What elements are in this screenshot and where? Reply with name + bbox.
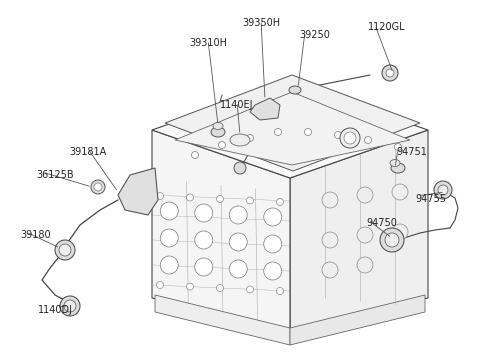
Polygon shape — [155, 295, 290, 345]
Text: 94751: 94751 — [396, 147, 427, 157]
Ellipse shape — [391, 163, 405, 173]
Circle shape — [64, 300, 76, 312]
Circle shape — [195, 231, 213, 249]
Circle shape — [264, 208, 282, 226]
Circle shape — [276, 199, 284, 205]
Circle shape — [229, 233, 247, 251]
Circle shape — [364, 136, 372, 144]
Circle shape — [156, 282, 164, 288]
Text: 1140DJ: 1140DJ — [37, 305, 72, 315]
Text: 39180: 39180 — [20, 230, 50, 240]
Circle shape — [322, 232, 338, 248]
Circle shape — [94, 183, 102, 191]
Ellipse shape — [230, 134, 250, 146]
Circle shape — [160, 229, 178, 247]
Circle shape — [156, 192, 164, 200]
Circle shape — [357, 187, 373, 203]
Text: 39350H: 39350H — [242, 18, 280, 28]
Circle shape — [247, 197, 253, 204]
Text: 94750: 94750 — [366, 218, 397, 228]
Circle shape — [357, 227, 373, 243]
Polygon shape — [290, 130, 428, 330]
Circle shape — [304, 129, 312, 135]
Circle shape — [195, 258, 213, 276]
Text: 39181A: 39181A — [70, 147, 107, 157]
Circle shape — [216, 196, 224, 203]
Polygon shape — [152, 130, 290, 330]
Circle shape — [187, 194, 193, 201]
Circle shape — [192, 152, 199, 158]
Circle shape — [357, 257, 373, 273]
Circle shape — [385, 233, 399, 247]
Circle shape — [160, 256, 178, 274]
Circle shape — [322, 192, 338, 208]
Circle shape — [229, 206, 247, 224]
Text: 1140EJ: 1140EJ — [220, 100, 254, 110]
Text: 1120GL: 1120GL — [368, 22, 406, 32]
Circle shape — [392, 184, 408, 200]
Circle shape — [438, 185, 448, 195]
Text: 94755: 94755 — [415, 194, 446, 204]
Circle shape — [335, 131, 341, 139]
Circle shape — [395, 144, 401, 151]
Circle shape — [195, 204, 213, 222]
Circle shape — [276, 287, 284, 295]
Polygon shape — [118, 168, 158, 215]
Ellipse shape — [289, 86, 301, 94]
Circle shape — [344, 132, 356, 144]
Circle shape — [229, 260, 247, 278]
Ellipse shape — [213, 122, 223, 130]
Text: 39310H: 39310H — [189, 38, 227, 48]
Text: 36125B: 36125B — [36, 170, 73, 180]
Text: 39250: 39250 — [299, 30, 330, 40]
Circle shape — [59, 244, 71, 256]
Circle shape — [382, 65, 398, 81]
Polygon shape — [290, 295, 425, 345]
Circle shape — [264, 262, 282, 280]
Circle shape — [247, 286, 253, 293]
Circle shape — [234, 162, 246, 174]
Circle shape — [434, 181, 452, 199]
Circle shape — [380, 228, 404, 252]
Circle shape — [55, 240, 75, 260]
Ellipse shape — [211, 127, 225, 137]
Polygon shape — [250, 98, 280, 120]
Circle shape — [160, 202, 178, 220]
Circle shape — [216, 284, 224, 291]
Circle shape — [392, 224, 408, 240]
Circle shape — [340, 128, 360, 148]
Circle shape — [322, 262, 338, 278]
Circle shape — [386, 69, 394, 77]
Circle shape — [91, 180, 105, 194]
Circle shape — [218, 142, 226, 148]
Ellipse shape — [390, 160, 400, 166]
Circle shape — [275, 129, 281, 135]
Circle shape — [60, 296, 80, 316]
Circle shape — [264, 235, 282, 253]
Polygon shape — [175, 92, 410, 165]
Circle shape — [247, 135, 253, 142]
Polygon shape — [165, 75, 420, 171]
Polygon shape — [152, 82, 428, 178]
Circle shape — [187, 283, 193, 290]
